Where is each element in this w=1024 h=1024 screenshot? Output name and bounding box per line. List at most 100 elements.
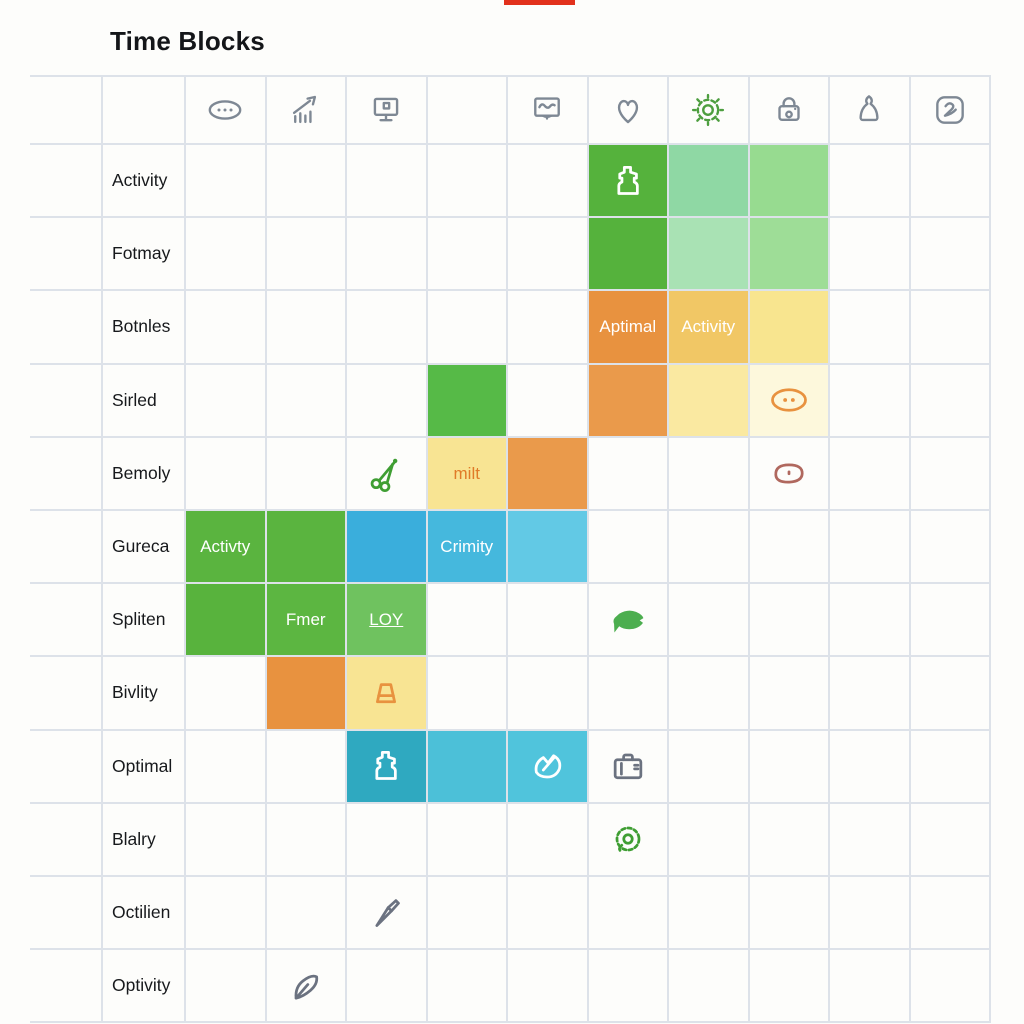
time-block-cell[interactable] — [266, 510, 347, 585]
time-block-cell[interactable] — [266, 291, 347, 365]
column-header[interactable] — [508, 75, 589, 145]
time-block-cell[interactable] — [508, 145, 589, 219]
time-block-cell[interactable] — [830, 950, 911, 1024]
time-block-cell[interactable] — [669, 950, 750, 1024]
time-block-cell[interactable] — [830, 803, 911, 877]
time-block-cell[interactable] — [266, 218, 347, 292]
time-block-cell[interactable] — [508, 730, 589, 804]
time-block-cell[interactable] — [910, 657, 991, 731]
time-block-cell[interactable] — [347, 364, 428, 438]
time-block-cell[interactable] — [266, 437, 347, 511]
time-block-cell[interactable] — [186, 803, 267, 877]
time-block-cell[interactable] — [749, 584, 830, 658]
time-block-cell[interactable] — [669, 803, 750, 877]
time-block-cell[interactable] — [749, 657, 830, 731]
time-block-cell[interactable] — [749, 364, 830, 438]
time-block-cell[interactable] — [508, 364, 589, 438]
time-block-cell[interactable] — [186, 145, 267, 219]
time-block-cell[interactable] — [508, 291, 589, 365]
time-block-cell[interactable] — [749, 876, 830, 951]
time-block-cell[interactable] — [910, 145, 991, 219]
time-block-cell[interactable] — [347, 950, 428, 1024]
time-block-cell[interactable] — [508, 803, 589, 877]
time-block-cell[interactable] — [669, 584, 750, 658]
time-block-cell[interactable] — [830, 510, 911, 585]
time-block-cell[interactable] — [910, 364, 991, 438]
time-block-cell[interactable] — [669, 364, 750, 438]
time-block-cell[interactable] — [186, 437, 267, 511]
time-block-cell[interactable] — [266, 364, 347, 438]
column-header[interactable] — [427, 75, 508, 145]
time-block-cell[interactable] — [910, 291, 991, 365]
time-block-cell[interactable] — [910, 584, 991, 658]
time-block-cell[interactable] — [427, 364, 508, 438]
time-block-cell[interactable] — [266, 730, 347, 804]
time-block-cell[interactable] — [427, 730, 508, 804]
time-block-cell[interactable] — [749, 950, 830, 1024]
time-block-cell[interactable] — [830, 437, 911, 511]
time-block-cell[interactable] — [347, 218, 428, 292]
time-block-cell[interactable] — [910, 876, 991, 951]
time-block-cell[interactable] — [186, 291, 267, 365]
column-header[interactable] — [669, 75, 750, 145]
time-block-cell[interactable] — [427, 291, 508, 365]
time-block-cell[interactable] — [427, 950, 508, 1024]
time-block-cell[interactable] — [749, 437, 830, 511]
time-block-cell[interactable] — [186, 657, 267, 731]
time-block-cell[interactable] — [910, 437, 991, 511]
time-block-cell[interactable] — [830, 876, 911, 951]
column-header[interactable] — [830, 75, 911, 145]
time-block-cell[interactable] — [830, 657, 911, 731]
time-block-cell[interactable] — [830, 730, 911, 804]
column-header[interactable] — [749, 75, 830, 145]
time-block-cell[interactable]: Crimity — [427, 510, 508, 585]
time-block-cell[interactable]: milt — [427, 437, 508, 511]
column-header[interactable] — [910, 75, 991, 145]
time-block-cell[interactable]: LOY — [347, 584, 428, 658]
time-block-cell[interactable] — [508, 657, 589, 731]
time-block-cell[interactable] — [669, 876, 750, 951]
column-header[interactable] — [588, 75, 669, 145]
time-block-cell[interactable] — [186, 364, 267, 438]
time-block-cell[interactable]: Aptimal — [588, 291, 669, 365]
time-block-cell[interactable] — [186, 218, 267, 292]
time-block-cell[interactable] — [749, 803, 830, 877]
time-block-cell[interactable] — [749, 218, 830, 292]
time-block-cell[interactable]: Activity — [669, 291, 750, 365]
time-block-cell[interactable] — [749, 145, 830, 219]
time-block-cell[interactable] — [347, 803, 428, 877]
time-block-cell[interactable] — [508, 218, 589, 292]
time-block-cell[interactable] — [588, 510, 669, 585]
time-block-cell[interactable]: Fmer — [266, 584, 347, 658]
time-block-cell[interactable] — [749, 510, 830, 585]
time-block-cell[interactable] — [669, 437, 750, 511]
time-block-cell[interactable] — [508, 437, 589, 511]
time-block-cell[interactable] — [669, 730, 750, 804]
time-block-cell[interactable] — [427, 584, 508, 658]
time-block-cell[interactable] — [669, 657, 750, 731]
time-block-cell[interactable] — [910, 218, 991, 292]
time-block-cell[interactable] — [186, 876, 267, 951]
time-block-cell[interactable] — [669, 218, 750, 292]
time-block-cell[interactable] — [588, 803, 669, 877]
time-block-cell[interactable] — [427, 657, 508, 731]
time-block-cell[interactable] — [910, 510, 991, 585]
time-block-cell[interactable] — [910, 803, 991, 877]
time-block-cell[interactable] — [186, 950, 267, 1024]
time-block-cell[interactable] — [588, 145, 669, 219]
time-block-cell[interactable] — [588, 437, 669, 511]
time-block-cell[interactable] — [266, 876, 347, 951]
time-block-cell[interactable] — [347, 291, 428, 365]
time-block-cell[interactable] — [588, 950, 669, 1024]
time-block-cell[interactable] — [347, 145, 428, 219]
time-block-cell[interactable] — [266, 950, 347, 1024]
time-block-cell[interactable] — [508, 950, 589, 1024]
time-block-cell[interactable] — [266, 803, 347, 877]
time-block-cell[interactable] — [588, 657, 669, 731]
time-block-cell[interactable] — [427, 218, 508, 292]
time-block-cell[interactable] — [588, 364, 669, 438]
time-block-cell[interactable] — [588, 218, 669, 292]
time-block-cell[interactable] — [830, 145, 911, 219]
time-block-cell[interactable] — [347, 876, 428, 951]
time-block-cell[interactable] — [830, 584, 911, 658]
